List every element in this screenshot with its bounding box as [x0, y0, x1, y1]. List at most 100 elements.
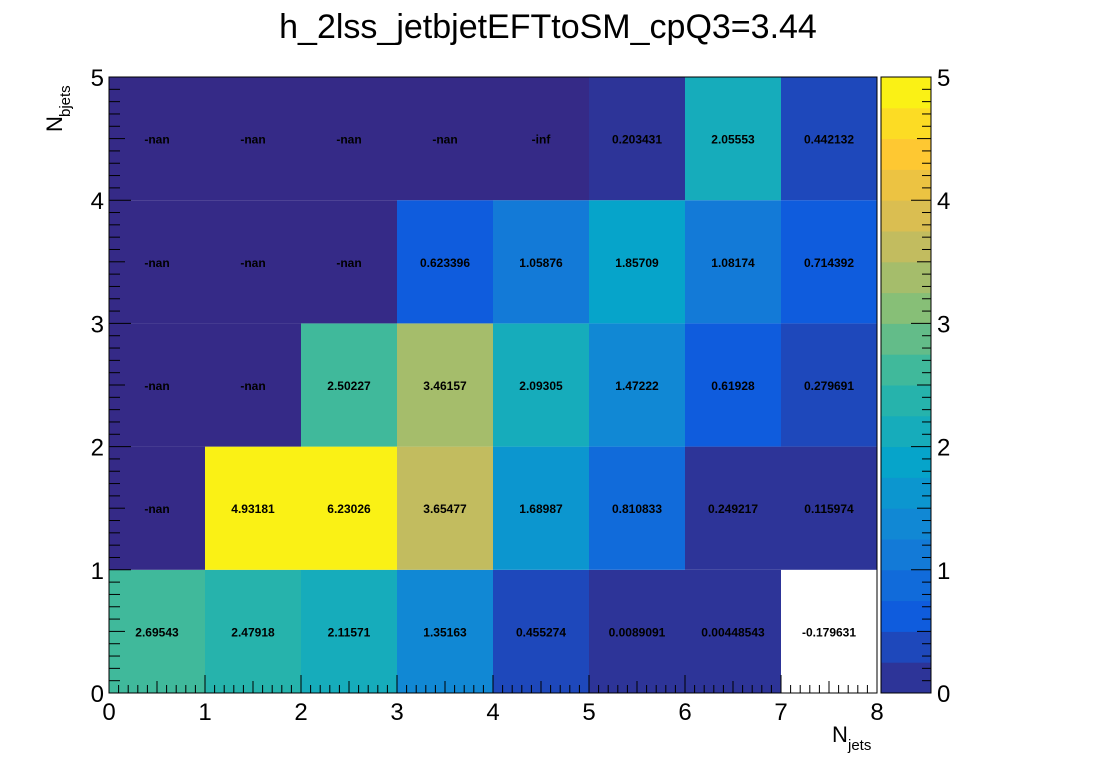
- color-scale-band: [881, 477, 931, 509]
- cell-value-label: -nan: [144, 256, 169, 270]
- heatmap-cell: [589, 323, 685, 447]
- cell-value-label: -nan: [144, 133, 169, 147]
- cell-value-label: 2.50227: [327, 379, 371, 393]
- heatmap-cell: [205, 446, 301, 570]
- cell-value-label: -inf: [532, 133, 552, 147]
- chart-title: h_2lss_jetbjetEFTtoSM_cpQ3=3.44: [279, 8, 817, 46]
- cell-value-label: 4.93181: [231, 502, 275, 516]
- heatmap-cell: [301, 569, 397, 693]
- y-tick-label: 1: [91, 558, 104, 585]
- cell-value-label: 0.455274: [516, 625, 566, 639]
- color-scale-band: [881, 77, 931, 109]
- color-scale-band: [881, 662, 931, 694]
- heatmap-cell: [685, 569, 781, 693]
- heatmap-cell: [493, 200, 589, 324]
- color-scale-band: [881, 292, 931, 324]
- cell-value-label: -nan: [432, 133, 457, 147]
- cell-value-label: 0.61928: [711, 379, 755, 393]
- cell-value-label: 0.810833: [612, 502, 662, 516]
- cell-value-label: 2.05553: [711, 133, 755, 147]
- heatmap-cells: [109, 77, 877, 693]
- heatmap-cell: [781, 200, 877, 324]
- cell-value-label: 0.623396: [420, 256, 470, 270]
- z-tick-label: 4: [937, 188, 950, 215]
- cell-value-label: 0.00448543: [701, 625, 765, 639]
- heatmap-cell: [493, 77, 589, 201]
- heatmap-cell: [589, 77, 685, 201]
- y-tick-label: 0: [91, 681, 104, 708]
- cell-value-label: 1.05876: [519, 256, 563, 270]
- cell-value-label: -0.179631: [802, 625, 856, 639]
- cell-value-label: -nan: [144, 379, 169, 393]
- z-tick-label: 3: [937, 311, 950, 338]
- cell-value-label: 0.249217: [708, 502, 758, 516]
- heatmap-cell: [397, 77, 493, 201]
- cell-value-label: 1.68987: [519, 502, 563, 516]
- cell-value-label: 2.47918: [231, 625, 275, 639]
- color-scale-band: [881, 569, 931, 602]
- x-tick-label: 3: [390, 699, 403, 726]
- x-tick-label: 8: [870, 699, 883, 726]
- color-scale-axis: 0 1 2 3 4 5: [911, 65, 950, 708]
- heatmap-cell: [397, 200, 493, 324]
- y-tick-label: 2: [91, 435, 104, 462]
- color-scale-band: [881, 107, 931, 140]
- x-tick-label: 7: [774, 699, 787, 726]
- heatmap-cell: [685, 446, 781, 570]
- cell-value-label: -nan: [240, 379, 265, 393]
- x-axis-title-sub: jets: [847, 737, 871, 754]
- color-scale: [880, 76, 932, 694]
- z-tick-label: 2: [937, 435, 950, 462]
- heatmap-cell-labels: 2.69543 2.47918 2.11571 1.35163 0.455274 0.00…: [135, 133, 856, 640]
- x-axis: 0 1 2 3 4 5 6 7 8: [102, 675, 884, 726]
- y-axis-title-sub: bjets: [57, 85, 74, 117]
- x-tick-label: 0: [102, 699, 115, 726]
- color-scale-band: [881, 169, 931, 201]
- color-scale-band: [881, 138, 931, 170]
- z-tick-label: 5: [937, 65, 950, 92]
- color-scale-band: [881, 508, 931, 540]
- color-scale-band: [881, 385, 931, 417]
- x-tick-label: 6: [678, 699, 691, 726]
- color-scale-band: [881, 415, 931, 448]
- heatmap-cell: [685, 200, 781, 324]
- heatmap-cell: [205, 323, 301, 447]
- heatmap-cell: [205, 569, 301, 693]
- cell-value-label: 0.203431: [612, 133, 662, 147]
- heatmap-cell: [781, 77, 877, 201]
- cell-value-label: -nan: [336, 256, 361, 270]
- color-scale-band: [881, 600, 931, 632]
- heatmap-cell: [493, 569, 589, 693]
- heatmap-cell: [301, 323, 397, 447]
- heatmap-cell: [781, 446, 877, 570]
- cell-value-label: 2.09305: [519, 379, 563, 393]
- z-tick-label: 1: [937, 558, 950, 585]
- cell-value-label: 1.85709: [615, 256, 659, 270]
- y-tick-label: 4: [91, 188, 104, 215]
- x-tick-label: 1: [198, 699, 211, 726]
- heatmap-cell: [397, 323, 493, 447]
- cell-value-label: 0.442132: [804, 133, 854, 147]
- heatmap-cell: [205, 77, 301, 201]
- cell-value-label: -nan: [144, 502, 169, 516]
- cell-value-label: 1.35163: [423, 625, 467, 639]
- cell-value-label: 0.279691: [804, 379, 854, 393]
- x-tick-label: 4: [486, 699, 499, 726]
- heatmap-cell: [685, 77, 781, 201]
- z-tick-label: 0: [937, 681, 950, 708]
- y-axis: 0 1 2 3 4 5: [91, 65, 131, 708]
- color-scale-band: [881, 200, 931, 232]
- y-tick-label: 5: [91, 65, 104, 92]
- heatmap-cell: [301, 446, 397, 570]
- cell-value-label: 3.46157: [423, 379, 467, 393]
- color-scale-band: [881, 446, 931, 478]
- heatmap-cell: [397, 569, 493, 693]
- heatmap-cell: [589, 569, 685, 693]
- heatmap-cell: [397, 446, 493, 570]
- color-scale-band: [881, 231, 931, 263]
- heatmap-cell: [685, 323, 781, 447]
- heatmap-cell: [493, 323, 589, 447]
- cell-value-label: 6.23026: [327, 502, 371, 516]
- heatmap-cell: [781, 323, 877, 447]
